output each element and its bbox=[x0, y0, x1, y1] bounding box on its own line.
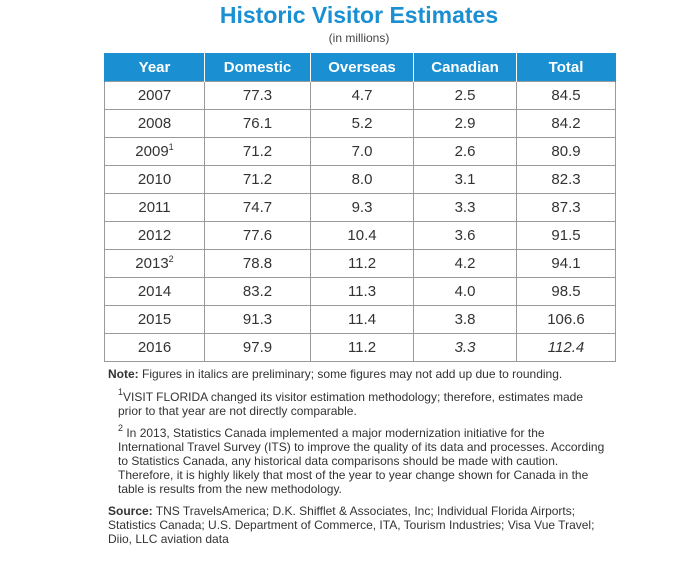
overseas-cell: 8.0 bbox=[310, 165, 414, 194]
note-paragraph: Note: Figures in italics are preliminary… bbox=[108, 367, 608, 381]
canadian-cell: 3.1 bbox=[413, 165, 517, 194]
overseas-cell: 10.4 bbox=[310, 221, 414, 250]
year-cell: 2008 bbox=[104, 109, 205, 138]
total-cell: 91.5 bbox=[516, 221, 616, 250]
footnote-2: 2 In 2013, Statistics Canada implemented… bbox=[108, 423, 608, 497]
year-cell: 2016 bbox=[104, 333, 205, 362]
notes-section: Note: Figures in italics are preliminary… bbox=[108, 367, 608, 546]
year-cell: 20132 bbox=[104, 249, 205, 278]
column-header-domestic: Domestic bbox=[204, 53, 311, 82]
table-row: 2011 74.7 9.3 3.3 87.3 bbox=[104, 193, 616, 222]
footnote-marker: 2 bbox=[168, 254, 174, 264]
column-header-overseas: Overseas bbox=[310, 53, 414, 82]
table-row: 2010 71.2 8.0 3.1 82.3 bbox=[104, 165, 616, 194]
domestic-cell: 76.1 bbox=[204, 109, 311, 138]
total-cell: 84.2 bbox=[516, 109, 616, 138]
total-cell: 87.3 bbox=[516, 193, 616, 222]
footnote-1-text: VISIT FLORIDA changed its visitor estima… bbox=[118, 390, 584, 418]
domestic-cell: 77.6 bbox=[204, 221, 311, 250]
table-row: 2008 76.1 5.2 2.9 84.2 bbox=[104, 109, 616, 138]
domestic-cell: 77.3 bbox=[204, 81, 311, 110]
year-cell: 2012 bbox=[104, 221, 205, 250]
year-cell: 2011 bbox=[104, 193, 205, 222]
table-header-row: Year Domestic Overseas Canadian Total bbox=[104, 53, 616, 82]
footnote-1: 1VISIT FLORIDA changed its visitor estim… bbox=[108, 387, 608, 419]
canadian-cell: 2.5 bbox=[413, 81, 517, 110]
overseas-cell: 11.4 bbox=[310, 305, 414, 334]
canadian-cell: 4.2 bbox=[413, 249, 517, 278]
visitor-estimates-table: Year Domestic Overseas Canadian Total 20… bbox=[104, 53, 616, 362]
canadian-cell-preliminary: 3.3 bbox=[413, 333, 517, 362]
canadian-cell: 2.6 bbox=[413, 137, 517, 166]
domestic-cell: 71.2 bbox=[204, 137, 311, 166]
domestic-cell: 78.8 bbox=[204, 249, 311, 278]
year-cell: 2015 bbox=[104, 305, 205, 334]
canadian-cell: 4.0 bbox=[413, 277, 517, 306]
footnote-1-marker: 1 bbox=[118, 387, 124, 397]
table-row: 2014 83.2 11.3 4.0 98.5 bbox=[104, 277, 616, 306]
overseas-cell: 5.2 bbox=[310, 109, 414, 138]
total-cell: 94.1 bbox=[516, 249, 616, 278]
table-row: 2016 97.9 11.2 3.3 112.4 bbox=[104, 333, 616, 362]
total-cell: 82.3 bbox=[516, 165, 616, 194]
column-header-year: Year bbox=[104, 53, 205, 82]
table-row: 2007 77.3 4.7 2.5 84.5 bbox=[104, 81, 616, 110]
canadian-cell: 3.6 bbox=[413, 221, 517, 250]
table-row: 20091 71.2 7.0 2.6 80.9 bbox=[104, 137, 616, 166]
total-cell: 80.9 bbox=[516, 137, 616, 166]
overseas-cell: 11.2 bbox=[310, 333, 414, 362]
table-row: 2015 91.3 11.4 3.8 106.6 bbox=[104, 305, 616, 334]
column-header-total: Total bbox=[516, 53, 616, 82]
total-cell-preliminary: 112.4 bbox=[516, 333, 616, 362]
source-label: Source: bbox=[108, 504, 153, 518]
source-text: TNS TravelsAmerica; D.K. Shifflet & Asso… bbox=[108, 504, 595, 546]
overseas-cell: 11.2 bbox=[310, 249, 414, 278]
year-cell: 2010 bbox=[104, 165, 205, 194]
canadian-cell: 2.9 bbox=[413, 109, 517, 138]
overseas-cell: 4.7 bbox=[310, 81, 414, 110]
page-subtitle: (in millions) bbox=[328, 31, 390, 45]
domestic-cell: 71.2 bbox=[204, 165, 311, 194]
year-cell: 2014 bbox=[104, 277, 205, 306]
page-title: Historic Visitor Estimates bbox=[219, 2, 499, 28]
domestic-cell: 91.3 bbox=[204, 305, 311, 334]
total-cell: 84.5 bbox=[516, 81, 616, 110]
total-cell: 98.5 bbox=[516, 277, 616, 306]
table-row: 2012 77.6 10.4 3.6 91.5 bbox=[104, 221, 616, 250]
total-cell: 106.6 bbox=[516, 305, 616, 334]
source-paragraph: Source: TNS TravelsAmerica; D.K. Shiffle… bbox=[108, 504, 608, 546]
column-header-canadian: Canadian bbox=[413, 53, 517, 82]
table-row: 20132 78.8 11.2 4.2 94.1 bbox=[104, 249, 616, 278]
footnote-marker: 1 bbox=[168, 142, 174, 152]
overseas-cell: 7.0 bbox=[310, 137, 414, 166]
canadian-cell: 3.3 bbox=[413, 193, 517, 222]
note-label: Note: bbox=[108, 367, 139, 381]
domestic-cell: 97.9 bbox=[204, 333, 311, 362]
footnote-2-marker: 2 bbox=[118, 423, 124, 433]
domestic-cell: 74.7 bbox=[204, 193, 311, 222]
overseas-cell: 9.3 bbox=[310, 193, 414, 222]
year-cell: 2007 bbox=[104, 81, 205, 110]
year-cell: 20091 bbox=[104, 137, 205, 166]
note-text: Figures in italics are preliminary; some… bbox=[138, 367, 563, 381]
domestic-cell: 83.2 bbox=[204, 277, 311, 306]
footnote-2-text: In 2013, Statistics Canada implemented a… bbox=[118, 426, 605, 496]
overseas-cell: 11.3 bbox=[310, 277, 414, 306]
canadian-cell: 3.8 bbox=[413, 305, 517, 334]
